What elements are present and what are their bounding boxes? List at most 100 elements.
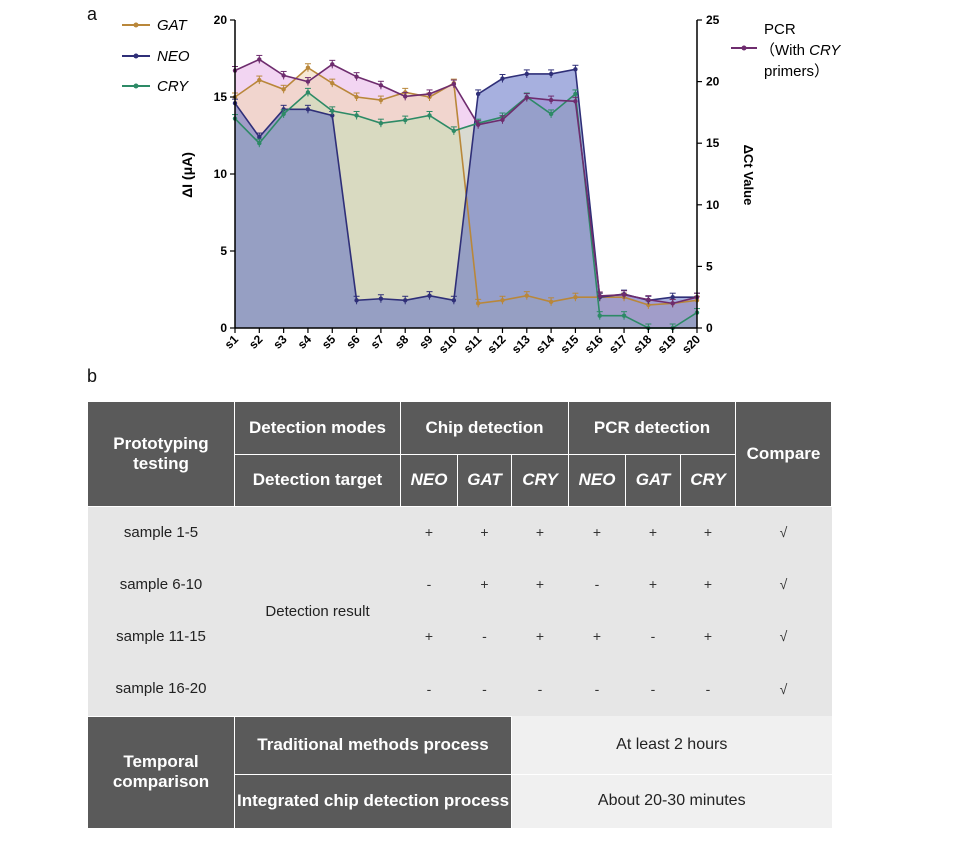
x-tick-label: s3 — [270, 332, 290, 352]
data-point — [573, 91, 578, 97]
data-point — [427, 293, 432, 298]
data-point — [257, 141, 262, 146]
data-point — [548, 299, 554, 305]
left-tick-label: 0 — [220, 321, 227, 335]
integrated-time-value: About 20-30 minutes — [511, 773, 832, 828]
data-point — [330, 80, 335, 86]
data-point — [670, 301, 675, 306]
x-tick-label: s4 — [295, 332, 315, 352]
right-tick-label: 15 — [706, 136, 720, 150]
panel-a-label: a — [87, 4, 98, 24]
data-point — [597, 293, 602, 299]
data-point — [475, 122, 481, 127]
data-point — [257, 77, 262, 83]
result-mark: + — [457, 506, 512, 558]
data-point — [597, 313, 602, 318]
left-axis-title: ΔI (μA) — [179, 152, 195, 198]
x-tick-label: s8 — [392, 332, 412, 352]
data-point — [330, 108, 335, 114]
result-mark: + — [625, 558, 681, 610]
result-mark: - — [680, 662, 736, 716]
table-row: sample 6-10 - + + - + + √ — [87, 558, 832, 610]
table-row: sample 11-15 + - + + - + √ — [87, 610, 832, 662]
data-point — [646, 302, 651, 308]
result-mark: - — [568, 662, 626, 716]
header-chip-detection: Chip detection — [400, 402, 569, 455]
target-pcr-cry: CRY — [680, 453, 736, 507]
x-tick-label: s12 — [485, 332, 509, 356]
compare-check: √ — [735, 610, 832, 662]
series-line-2 — [234, 91, 698, 329]
x-tick-label: s18 — [630, 332, 654, 356]
left-tick-label: 20 — [214, 13, 228, 27]
detection-table: Prototyping testing Detection modes Chip… — [87, 402, 832, 829]
table-row: sample 16-20 - - - - - - √ — [87, 662, 832, 716]
data-point — [257, 134, 262, 140]
left-tick-label: 15 — [214, 90, 228, 104]
data-point — [548, 111, 554, 117]
traditional-time-value: At least 2 hours — [511, 716, 832, 774]
data-point — [573, 67, 578, 72]
data-point — [281, 87, 286, 92]
data-point — [475, 301, 481, 306]
result-mark: + — [511, 506, 569, 558]
x-tick-label: s10 — [436, 332, 460, 356]
compare-check: √ — [735, 662, 832, 716]
target-pcr-neo: NEO — [568, 453, 626, 507]
legend-marker — [133, 22, 139, 28]
data-point — [281, 111, 286, 117]
data-point — [330, 113, 335, 118]
legend-label: NEO — [157, 48, 190, 65]
series-line-3 — [234, 58, 698, 305]
left-tick-label: 5 — [220, 244, 227, 258]
x-tick-label: s9 — [416, 332, 436, 352]
right-tick-label: 10 — [706, 198, 720, 212]
legend-pcr-line1: PCR — [764, 21, 796, 38]
data-point — [548, 71, 554, 77]
data-point — [378, 83, 384, 88]
legend-pcr-line3: primers） — [764, 63, 829, 80]
target-chip-cry: CRY — [511, 453, 569, 507]
data-point — [451, 128, 457, 134]
data-point — [573, 99, 578, 104]
target-pcr-gat: GAT — [625, 453, 681, 507]
data-point — [573, 295, 578, 300]
sample-label: sample 1-5 — [87, 506, 235, 558]
data-point — [305, 90, 311, 95]
data-point — [378, 97, 384, 103]
result-mark: + — [625, 506, 681, 558]
data-point — [403, 298, 408, 303]
header-temporal-comparison: Temporal comparison — [87, 715, 235, 829]
legend-marker — [133, 83, 139, 89]
legend-label: CRY — [157, 78, 189, 95]
data-point — [305, 65, 311, 70]
data-point — [354, 74, 359, 79]
target-chip-gat: GAT — [457, 453, 512, 507]
x-tick-label: s20 — [679, 332, 703, 356]
data-point — [451, 298, 457, 303]
data-point — [548, 97, 554, 103]
result-mark: + — [680, 558, 736, 610]
header-detection-modes: Detection modes — [234, 402, 401, 455]
result-mark: + — [568, 506, 626, 558]
header-prototyping-testing: Prototyping testing — [87, 402, 235, 507]
result-mark: + — [511, 558, 569, 610]
data-point — [403, 94, 408, 99]
x-tick-label: s2 — [246, 332, 266, 352]
data-point — [378, 120, 384, 126]
result-mark: + — [511, 610, 569, 662]
x-tick-label: s19 — [655, 332, 679, 356]
sample-label: sample 16-20 — [87, 662, 235, 716]
data-point — [378, 296, 384, 301]
right-tick-label: 20 — [706, 75, 720, 89]
legend-marker-pcr — [741, 45, 747, 51]
data-point — [524, 293, 529, 298]
panel-b-label: b — [87, 366, 98, 386]
left-tick-label: 10 — [214, 167, 228, 181]
compare-check: √ — [735, 558, 832, 610]
header-pcr-detection: PCR detection — [568, 402, 736, 455]
data-point — [354, 94, 359, 100]
result-mark: - — [400, 662, 458, 716]
data-point — [305, 79, 311, 84]
